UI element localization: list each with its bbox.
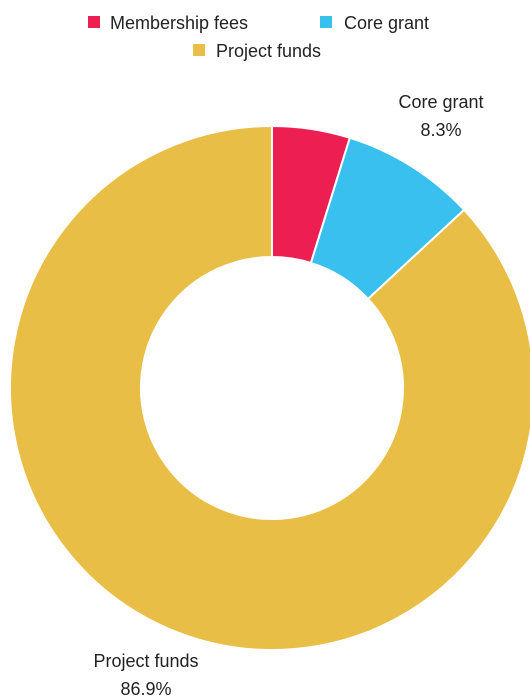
legend-label-project-funds: Project funds (216, 41, 321, 61)
legend-swatch-membership-fees (88, 16, 100, 28)
slice-labels: Core grant 8.3% Project funds 86.9% (93, 92, 483, 699)
legend-swatch-project-funds (193, 44, 205, 56)
slice-value-project-funds: 86.9% (120, 679, 171, 699)
legend-label-membership-fees: Membership fees (110, 13, 248, 33)
legend-label-core-grant: Core grant (344, 13, 429, 33)
slice-label-project-funds: Project funds (93, 651, 198, 671)
slice-project-funds (9, 124, 530, 651)
slice-value-core-grant: 8.3% (420, 120, 461, 140)
legend-swatch-core-grant (320, 16, 332, 28)
slices (9, 124, 530, 651)
slice-label-core-grant: Core grant (398, 92, 483, 112)
legend: Membership fees Core grant Project funds (88, 13, 429, 61)
